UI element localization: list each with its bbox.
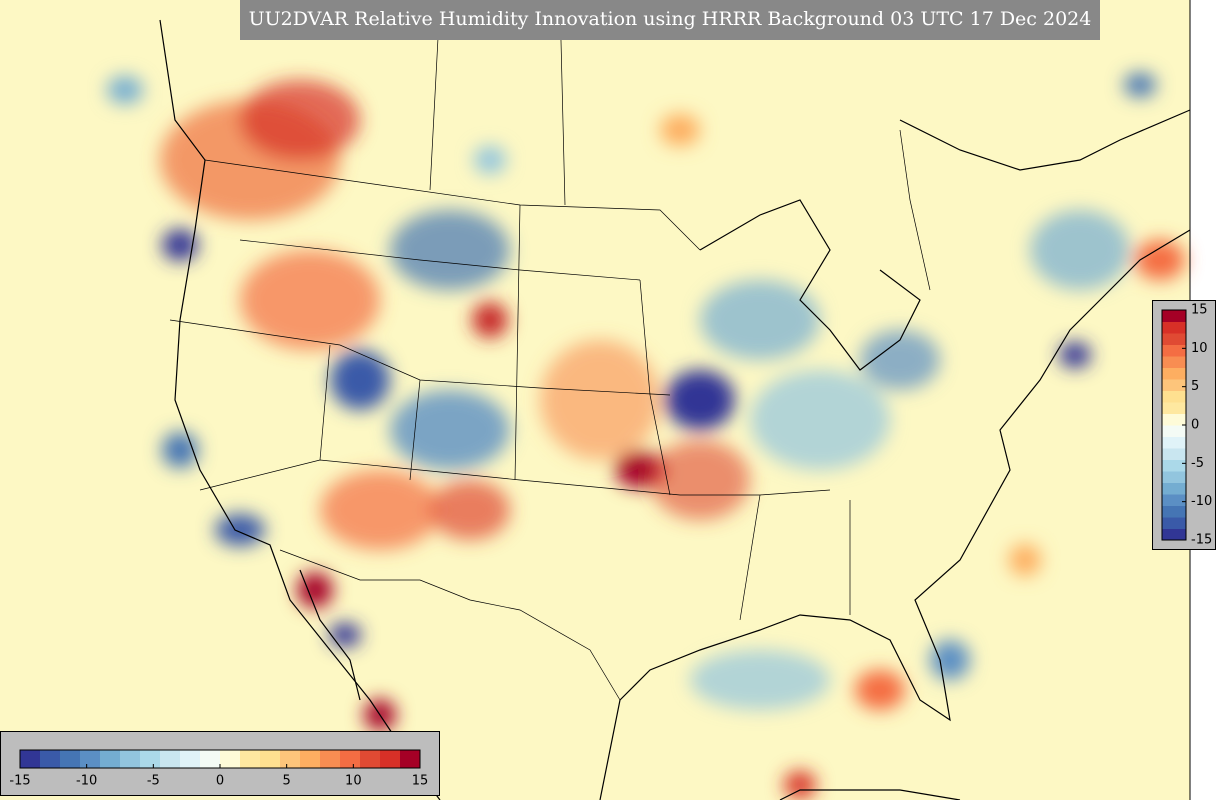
colorbar-swatch <box>1162 333 1186 345</box>
colorbar-swatch <box>1162 344 1186 357</box>
colorbar-swatch <box>40 750 61 768</box>
colorbar-tick-label: 0 <box>216 774 224 789</box>
colorbar-tick-label: 0 <box>1191 418 1199 433</box>
colorbar-tick-label: 5 <box>283 774 291 789</box>
borders <box>169 0 931 701</box>
colorbar-swatch <box>240 750 261 768</box>
colorbar-swatch <box>120 750 141 768</box>
colorbar-tick-label: -15 <box>1191 533 1212 548</box>
colorbar-swatch <box>1162 517 1186 529</box>
colorbar-swatch <box>1162 459 1186 472</box>
colorbar-swatch <box>1162 425 1186 437</box>
colorbar-swatch <box>1162 402 1186 414</box>
colorbar-swatch <box>1162 390 1186 403</box>
colorbar-swatch <box>80 750 101 768</box>
colorbar-swatch <box>20 750 41 768</box>
colorbar-swatch <box>180 750 201 768</box>
title-box <box>240 0 1100 40</box>
colorbar-swatch <box>1162 379 1186 391</box>
colorbar-swatch <box>340 750 361 768</box>
colorbar-swatch <box>280 750 301 768</box>
colorbar-tick-label: -10 <box>1191 494 1212 509</box>
colorbar-swatch <box>1162 448 1186 460</box>
colorbar-swatch <box>1162 505 1186 518</box>
colorbar-swatch <box>300 750 321 768</box>
colorbar-swatch <box>1162 356 1186 368</box>
colorbar-swatch <box>1162 482 1186 495</box>
colorbar-swatch <box>1162 321 1186 334</box>
colorbar-swatch <box>400 750 421 768</box>
colorbar-swatch <box>1162 471 1186 483</box>
coastlines <box>159 19 1191 801</box>
colorbar-tick-label: 15 <box>412 774 429 789</box>
colorbar-tick-label: 10 <box>345 774 362 789</box>
colorbar-swatch <box>360 750 381 768</box>
colorbar-tick-label: 10 <box>1191 341 1208 356</box>
colorbar-swatch <box>260 750 281 768</box>
colorbar-swatch <box>60 750 81 768</box>
colorbar-tick-label: -5 <box>1191 456 1204 471</box>
colorbar-swatch <box>380 750 401 768</box>
colorbar-swatch <box>140 750 161 768</box>
innovation-field <box>107 73 1185 799</box>
colorbar-swatch <box>100 750 121 768</box>
colorbar-tick-label: 15 <box>1191 303 1208 318</box>
colorbar-swatch <box>320 750 341 768</box>
colorbar-swatch <box>1162 310 1186 322</box>
colorbar-tick-label: -10 <box>76 774 97 789</box>
colorbar-tick-label: -15 <box>9 774 30 789</box>
colorbar-tick-label: -5 <box>147 774 160 789</box>
colorbar-swatch <box>1162 494 1186 506</box>
colorbar-swatch <box>200 750 221 768</box>
colorbar-swatch <box>160 750 181 768</box>
colorbar-swatch <box>1162 436 1186 449</box>
colorbar-swatch <box>1162 367 1186 380</box>
colorbar-swatch <box>1162 528 1186 541</box>
colorbar-swatch <box>220 750 241 768</box>
colorbar-tick-label: 5 <box>1191 379 1199 394</box>
colorbar-swatch <box>1162 413 1186 426</box>
map-title: UU2DVAR Relative Humidity Innovation usi… <box>249 8 1092 30</box>
